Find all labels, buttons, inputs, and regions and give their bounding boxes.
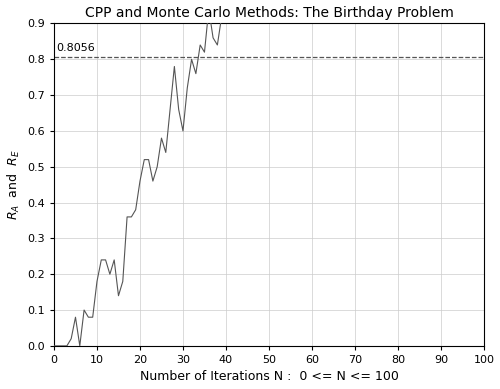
Y-axis label: $R_A$  and  $R_E$: $R_A$ and $R_E$ bbox=[6, 149, 22, 220]
X-axis label: Number of Iterations N :  0 <= N <= 100: Number of Iterations N : 0 <= N <= 100 bbox=[140, 370, 398, 384]
Text: 0.8056: 0.8056 bbox=[56, 43, 95, 53]
Title: CPP and Monte Carlo Methods: The Birthday Problem: CPP and Monte Carlo Methods: The Birthda… bbox=[84, 5, 454, 19]
